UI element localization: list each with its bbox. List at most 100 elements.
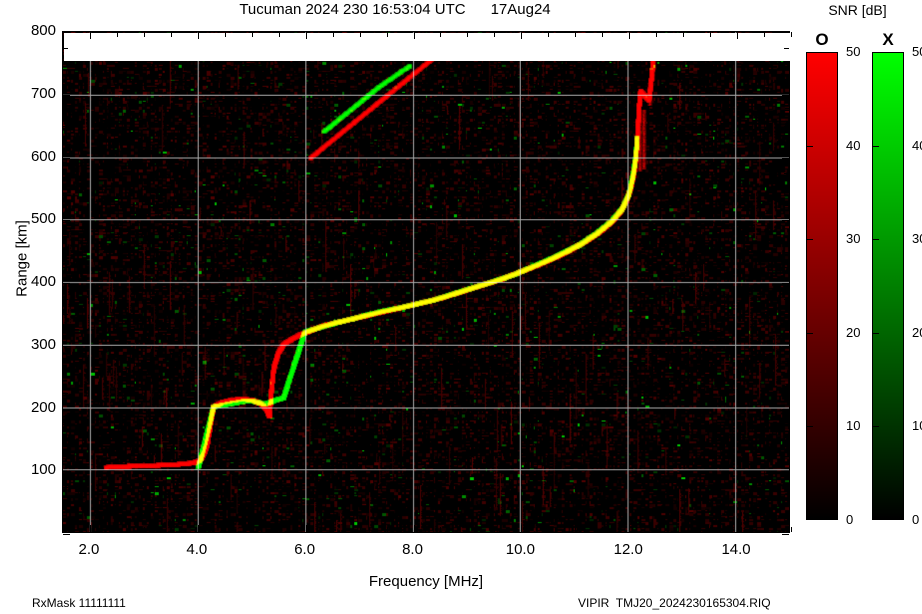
y-tick-right	[782, 409, 789, 410]
x-tick-top	[683, 32, 684, 37]
x-tick-bottom	[683, 527, 684, 532]
x-tick-top	[656, 32, 657, 37]
y-tick-right	[784, 487, 789, 488]
x-tick-top	[710, 32, 711, 37]
x-tick-top	[414, 32, 415, 39]
y-tick-left	[63, 173, 68, 174]
x-tick-top	[225, 32, 226, 37]
colorbar-tick-label: 20	[846, 324, 861, 340]
x-tick-bottom	[575, 527, 576, 532]
y-tick-right	[782, 283, 789, 284]
y-tick-left	[63, 518, 68, 519]
colorbar-o-letter: O	[815, 30, 829, 49]
colorbar-tick-label: 40	[846, 137, 861, 153]
x-tick-top	[360, 32, 361, 37]
x-tick-bottom	[521, 525, 522, 532]
x-tick-top	[764, 32, 765, 37]
x-tick-bottom	[710, 527, 711, 532]
x-tick-bottom	[306, 525, 307, 532]
y-tick-right	[784, 189, 789, 190]
x-tick-bottom	[602, 527, 603, 532]
x-tick-label: 2.0	[78, 541, 100, 558]
y-tick-left	[63, 424, 68, 425]
y-tick-right	[784, 142, 789, 143]
y-tick-right	[784, 361, 789, 362]
x-tick-top	[494, 32, 495, 37]
y-tick-right	[784, 126, 789, 127]
x-tick-top	[521, 32, 522, 39]
y-tick-right	[782, 346, 789, 347]
x-tick-label: 14.0	[721, 541, 751, 558]
y-tick-left	[63, 126, 68, 127]
x-tick-bottom	[171, 527, 172, 532]
x-tick-label: 6.0	[294, 541, 316, 558]
x-tick-bottom	[333, 527, 334, 532]
y-tick-left	[63, 236, 68, 237]
x-tick-bottom	[252, 527, 253, 532]
x-tick-label: 10.0	[505, 541, 535, 558]
colorbar-o-gradient	[806, 52, 838, 520]
colorbar-tick-label: 30	[846, 231, 861, 247]
x-tick-top	[629, 32, 630, 39]
x-tick-top	[467, 32, 468, 37]
x-tick-top	[440, 32, 441, 37]
y-tick-left	[63, 471, 70, 472]
y-tick-left	[63, 534, 70, 535]
y-tick-left	[63, 456, 68, 457]
y-tick-left	[63, 283, 70, 284]
x-tick-top	[306, 32, 307, 39]
colorbar-tick-label: 30	[912, 231, 922, 247]
y-tick-left	[63, 95, 70, 96]
y-tick-left	[63, 32, 70, 33]
y-tick-right	[782, 471, 789, 472]
y-tick-left	[63, 63, 68, 64]
colorbar-tick-label: 10	[846, 418, 861, 434]
y-tick-left	[63, 267, 68, 268]
y-tick-right	[782, 534, 789, 535]
y-tick-right	[782, 220, 789, 221]
x-tick-bottom	[279, 527, 280, 532]
x-tick-label: 12.0	[613, 541, 643, 558]
y-tick-right	[784, 393, 789, 394]
y-tick-right	[784, 503, 789, 504]
x-axis-title: Frequency [MHz]	[368, 573, 484, 590]
x-tick-top	[737, 32, 738, 39]
x-tick-top	[252, 32, 253, 37]
y-tick-right	[784, 110, 789, 111]
y-tick-left	[63, 377, 68, 378]
y-tick-right	[784, 456, 789, 457]
y-tick-right	[782, 158, 789, 159]
y-tick-left	[63, 393, 68, 394]
y-tick-right	[782, 32, 789, 33]
y-tick-left	[63, 314, 68, 315]
colorbar-tick-label: 0	[912, 512, 920, 527]
y-tick-label: 500	[30, 210, 56, 228]
x-tick-bottom	[90, 525, 91, 532]
x-tick-bottom	[467, 527, 468, 532]
x-tick-bottom	[656, 527, 657, 532]
x-tick-bottom	[225, 527, 226, 532]
y-tick-label: 800	[30, 22, 56, 39]
colorbar-title: SNR [dB]	[828, 2, 887, 18]
y-axis-title: Range [km]	[13, 220, 31, 297]
y-tick-right	[784, 267, 789, 268]
x-tick-top	[279, 32, 280, 37]
x-tick-top	[117, 32, 118, 37]
x-tick-bottom	[360, 527, 361, 532]
y-tick-left	[63, 503, 68, 504]
x-tick-top	[602, 32, 603, 37]
x-tick-bottom	[387, 527, 388, 532]
x-tick-top	[548, 32, 549, 37]
colorbar-tick	[872, 426, 879, 427]
x-tick-bottom	[414, 525, 415, 532]
y-tick-right	[784, 440, 789, 441]
y-tick-right	[784, 205, 789, 206]
y-tick-left	[63, 158, 70, 159]
y-tick-left	[63, 48, 68, 49]
x-tick-top	[791, 32, 792, 37]
y-tick-right	[784, 79, 789, 80]
x-tick-bottom	[764, 527, 765, 532]
x-tick-label: 4.0	[186, 541, 208, 558]
x-tick-bottom	[117, 527, 118, 532]
